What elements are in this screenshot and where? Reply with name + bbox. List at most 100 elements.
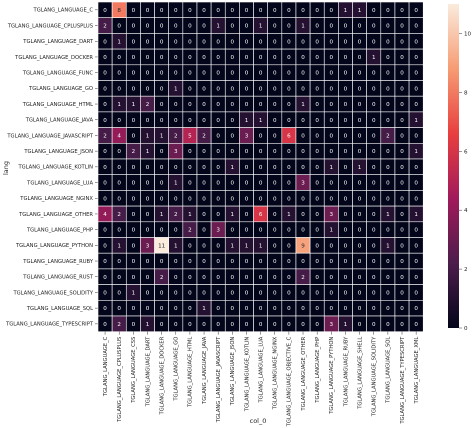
cell-value-label: 0 xyxy=(117,196,121,202)
cell-value-label: 0 xyxy=(132,55,136,61)
cell-value-label: 1 xyxy=(330,228,334,234)
cell-value-label: 0 xyxy=(287,8,291,14)
cell-value-label: 0 xyxy=(103,8,107,14)
cell-value-label: 0 xyxy=(117,71,121,77)
cell-value-label: 0 xyxy=(287,181,291,187)
column-tick-label: TGLANG_LANGUAGE_KOTLIN xyxy=(244,337,250,413)
cell-value-label: 0 xyxy=(231,181,235,187)
cell-value-label: 0 xyxy=(117,290,121,296)
cell-value-label: 4 xyxy=(103,212,107,218)
cell-value-label: 0 xyxy=(216,71,220,77)
cell-value-label: 0 xyxy=(259,290,263,296)
cell-value-label: 0 xyxy=(358,196,362,202)
column-tick-label: TGLANG_LANGUAGE_OBJECTIVE_C xyxy=(287,336,293,427)
row-tick-label: TGLANG_LANGUAGE_JSON xyxy=(23,149,93,155)
cell-value-label: 0 xyxy=(174,196,178,202)
cell-value-label: 0 xyxy=(386,275,390,281)
cell-value-label: 0 xyxy=(231,86,235,92)
cell-value-label: 0 xyxy=(202,149,206,155)
cell-value-label: 0 xyxy=(372,39,376,45)
cell-value-label: 1 xyxy=(259,24,263,30)
cell-value-label: 0 xyxy=(202,322,206,328)
cell-value-label: 0 xyxy=(414,8,418,14)
cell-value-label: 0 xyxy=(259,322,263,328)
cell-value-label: 0 xyxy=(202,8,206,14)
cell-value-label: 0 xyxy=(315,133,319,139)
cell-value-label: 0 xyxy=(287,322,291,328)
cell-value-label: 0 xyxy=(315,39,319,45)
cell-value-label: 0 xyxy=(160,8,164,14)
cell-value-label: 0 xyxy=(231,102,235,108)
cell-value-label: 0 xyxy=(259,181,263,187)
cell-value-label: 0 xyxy=(160,118,164,124)
cell-value-label: 1 xyxy=(231,243,235,249)
cell-value-label: 0 xyxy=(202,165,206,171)
cell-value-label: 0 xyxy=(216,275,220,281)
cell-value-label: 8 xyxy=(117,8,121,14)
cell-value-label: 0 xyxy=(174,165,178,171)
cell-value-label: 1 xyxy=(231,212,235,218)
cell-value-label: 0 xyxy=(344,86,348,92)
cell-value-label: 0 xyxy=(202,24,206,30)
cell-value-label: 0 xyxy=(315,55,319,61)
cell-value-label: 0 xyxy=(231,24,235,30)
cell-value-label: 0 xyxy=(174,71,178,77)
cell-value-label: 0 xyxy=(273,243,277,249)
cell-value-label: 0 xyxy=(245,24,249,30)
cell-value-label: 0 xyxy=(386,24,390,30)
cell-value-label: 0 xyxy=(273,86,277,92)
heatmap-cells: 0 8 0 0 0 0 0 0 0 0 0 0 0 0 0 0 0 1 1 0 0 0 02 0 0 0 0 0 0 0 1 0 0 1 0 0 1 0 0… xyxy=(97,1,424,332)
cell-value-label: 0 xyxy=(259,133,263,139)
cell-value-label: 0 xyxy=(188,71,192,77)
cell-value-label: 0 xyxy=(103,290,107,296)
cell-value-label: 0 xyxy=(245,55,249,61)
cell-value-label: 0 xyxy=(216,133,220,139)
cell-value-label: 0 xyxy=(358,118,362,124)
cell-value-label: 0 xyxy=(132,322,136,328)
cell-value-label: 0 xyxy=(146,8,150,14)
cell-value-label: 0 xyxy=(386,149,390,155)
cell-value-label: 0 xyxy=(103,306,107,312)
cell-value-label: 0 xyxy=(358,181,362,187)
cell-value-label: 1 xyxy=(146,133,150,139)
cell-value-label: 1 xyxy=(146,322,150,328)
cell-value-label: 0 xyxy=(372,24,376,30)
cell-value-label: 0 xyxy=(414,275,418,281)
cell-value-label: 0 xyxy=(315,196,319,202)
cell-value-label: 1 xyxy=(160,212,164,218)
cell-value-label: 0 xyxy=(231,196,235,202)
cell-value-label: 0 xyxy=(216,8,220,14)
cell-value-label: 1 xyxy=(117,39,121,45)
cell-value-label: 0 xyxy=(414,55,418,61)
cell-value-label: 0 xyxy=(414,306,418,312)
cell-value-label: 0 xyxy=(117,118,121,124)
cell-value-label: 0 xyxy=(202,181,206,187)
cell-value-label: 1 xyxy=(174,243,178,249)
cell-value-label: 0 xyxy=(358,306,362,312)
row-tick-label: TGLANG_LANGUAGE_SQL xyxy=(26,306,93,312)
cell-value-label: 1 xyxy=(287,212,291,218)
cell-value-label: 0 xyxy=(400,290,404,296)
cell-value-label: 0 xyxy=(188,322,192,328)
cell-value-label: 0 xyxy=(301,196,305,202)
cell-value-label: 0 xyxy=(245,259,249,265)
cell-value-label: 0 xyxy=(117,24,121,30)
cell-value-label: 1 xyxy=(132,102,136,108)
cell-value-label: 0 xyxy=(330,102,334,108)
cell-value-label: 0 xyxy=(372,165,376,171)
cell-value-label: 0 xyxy=(117,86,121,92)
cell-value-label: 0 xyxy=(315,306,319,312)
cell-value-label: 0 xyxy=(188,118,192,124)
row-tick-label: TGLANG_LANGUAGE_GO xyxy=(28,86,93,92)
cell-value-label: 3 xyxy=(330,322,334,328)
cell-value-label: 0 xyxy=(146,55,150,61)
cell-value-label: 0 xyxy=(231,149,235,155)
cell-value-label: 0 xyxy=(259,228,263,234)
cell-value-label: 11 xyxy=(158,243,166,249)
cell-value-label: 0 xyxy=(273,149,277,155)
cell-value-label: 1 xyxy=(117,102,121,108)
cell-value-label: 0 xyxy=(216,118,220,124)
cell-value-label: 1 xyxy=(259,243,263,249)
cell-value-label: 0 xyxy=(372,306,376,312)
cell-value-label: 0 xyxy=(132,165,136,171)
